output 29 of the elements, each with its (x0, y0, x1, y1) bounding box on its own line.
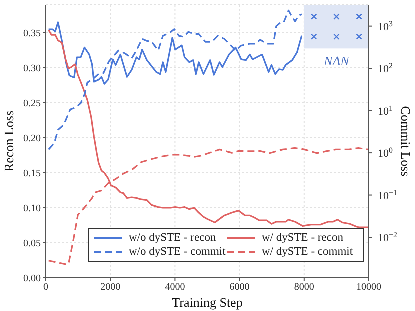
x-tick-label: 4000 (165, 282, 186, 294)
y-tick-label: 0.35 (24, 28, 41, 40)
y2-axis-title: Commit Loss (398, 106, 414, 177)
y2-tick-label: 10$^{1}$ (378, 103, 393, 118)
y2-tick-label: 10$^{0}$ (378, 146, 393, 160)
y2-tick-label: 10$^{−1}$ (378, 188, 398, 202)
legend-label: w/o dySTE - commit (129, 246, 226, 258)
x-axis-title: Training Step (172, 295, 243, 310)
legend-label: w/ dySTE - recon (262, 232, 344, 244)
y-tick-label: 0.25 (24, 98, 41, 110)
y-tick-label: 0.10 (24, 204, 41, 215)
y-axis-title: Recon Loss (2, 110, 17, 172)
x-tick-label: 8000 (294, 282, 314, 294)
y-tick-label: 0.00 (24, 274, 41, 285)
y2-tick-label: 10$^{−2}$ (378, 230, 398, 245)
y2-tick-label: 10$^{2}$ (378, 61, 393, 76)
line-series (48, 10, 303, 150)
legend-label: w/o dySTE - recon (129, 232, 216, 244)
y-tick-label: 0.30 (24, 64, 41, 75)
x-tick-label: 0 (44, 282, 48, 294)
legend-label: w/ dySTE - commit (262, 246, 354, 258)
y2-tick-label: 10$^{3}$ (378, 18, 393, 34)
x-tick-label: 2000 (100, 282, 121, 294)
y-tick-label: 0.20 (24, 134, 41, 145)
y-tick-label: 0.05 (24, 238, 41, 250)
x-tick-label: 10000 (356, 282, 382, 294)
band-label: NAN (323, 54, 351, 69)
x-tick-label: 6000 (230, 282, 250, 294)
y-tick-label: 0.15 (24, 168, 41, 180)
